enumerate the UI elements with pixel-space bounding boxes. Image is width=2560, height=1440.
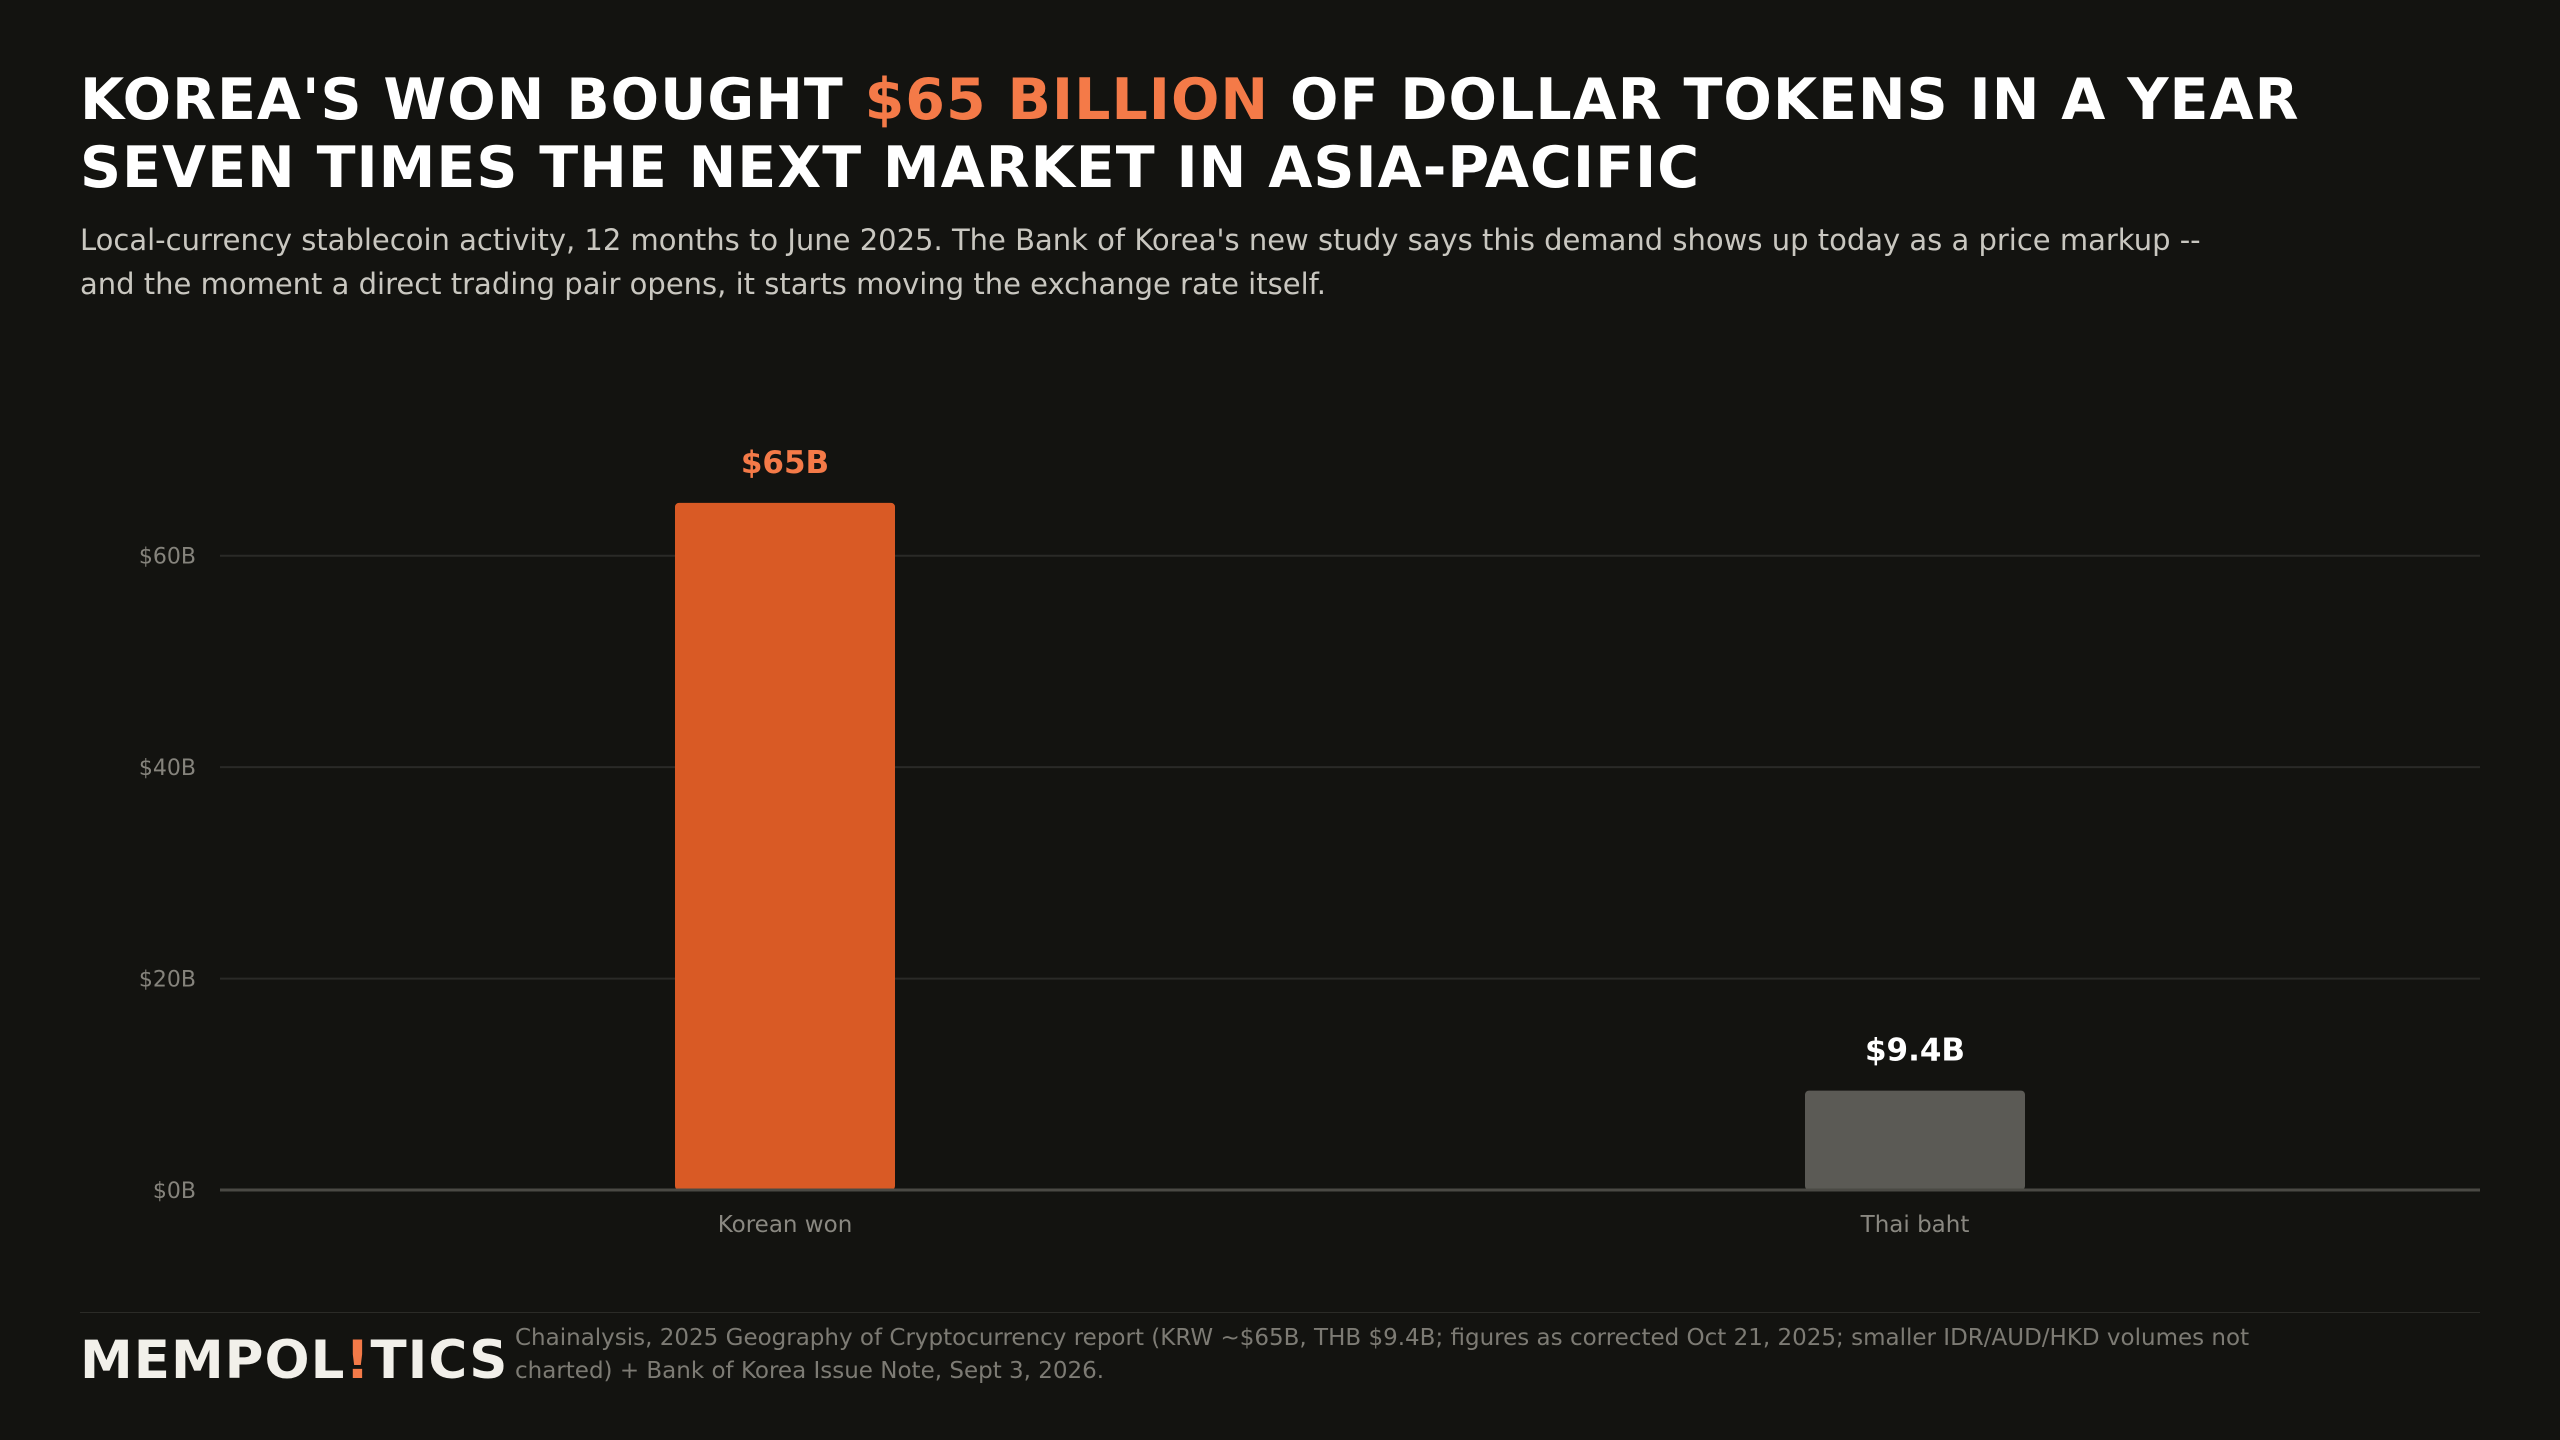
y-tick-label: $20B [139,968,196,993]
headline-line1-start: KOREA'S WON BOUGHT [80,67,865,133]
headline-line1-end: OF DOLLAR TOKENS IN A YEAR [1269,67,2300,133]
brand-logo-end: TICS [370,1330,509,1391]
headline-highlight: $65 BILLION [864,67,1270,133]
headline: KOREA'S WON BOUGHT $65 BILLION OF DOLLAR… [80,66,2480,202]
brand-logo-accent: ! [345,1330,371,1391]
brand-logo-start: MEMPOL [80,1330,346,1391]
y-tick-label: $40B [139,756,196,781]
data-label: $65B [741,445,829,481]
x-tick-label: Thai baht [1860,1212,1970,1238]
data-label: $9.4B [1865,1033,1965,1069]
y-tick-label: $60B [139,545,196,570]
subtitle: Local-currency stablecoin activity, 12 m… [80,223,2201,301]
footer-divider [80,1312,2480,1313]
x-tick-label: Korean won [718,1212,853,1238]
y-tick-label: $0B [153,1179,196,1204]
headline-line2: SEVEN TIMES THE NEXT MARKET IN ASIA-PACI… [80,135,1701,201]
brand-logo: MEMPOL!TICS [80,1328,508,1394]
bar-thai-baht [1805,1090,2025,1190]
bar-korean-won [675,502,895,1190]
source-note: Chainalysis, 2025 Geography of Cryptocur… [515,1325,2250,1384]
